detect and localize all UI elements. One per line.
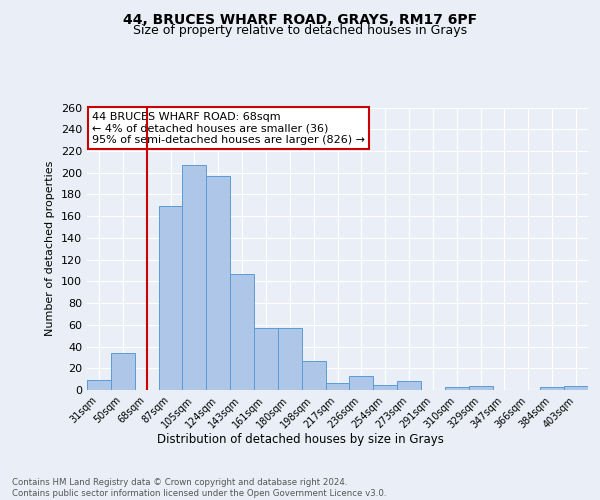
Text: 44 BRUCES WHARF ROAD: 68sqm
← 4% of detached houses are smaller (36)
95% of semi: 44 BRUCES WHARF ROAD: 68sqm ← 4% of deta…: [92, 112, 365, 145]
Bar: [278, 328, 302, 390]
Bar: [111, 353, 135, 390]
Bar: [302, 360, 326, 390]
Bar: [540, 386, 564, 390]
Bar: [254, 328, 278, 390]
Bar: [564, 386, 588, 390]
Bar: [158, 206, 182, 390]
Bar: [326, 384, 349, 390]
Bar: [445, 386, 469, 390]
Bar: [349, 376, 373, 390]
Text: Size of property relative to detached houses in Grays: Size of property relative to detached ho…: [133, 24, 467, 37]
Bar: [469, 386, 493, 390]
Text: 44, BRUCES WHARF ROAD, GRAYS, RM17 6PF: 44, BRUCES WHARF ROAD, GRAYS, RM17 6PF: [123, 12, 477, 26]
Bar: [373, 384, 397, 390]
Text: Distribution of detached houses by size in Grays: Distribution of detached houses by size …: [157, 432, 443, 446]
Bar: [87, 380, 111, 390]
Text: Contains HM Land Registry data © Crown copyright and database right 2024.
Contai: Contains HM Land Registry data © Crown c…: [12, 478, 386, 498]
Bar: [397, 382, 421, 390]
Bar: [182, 165, 206, 390]
Y-axis label: Number of detached properties: Number of detached properties: [46, 161, 55, 336]
Bar: [206, 176, 230, 390]
Bar: [230, 274, 254, 390]
